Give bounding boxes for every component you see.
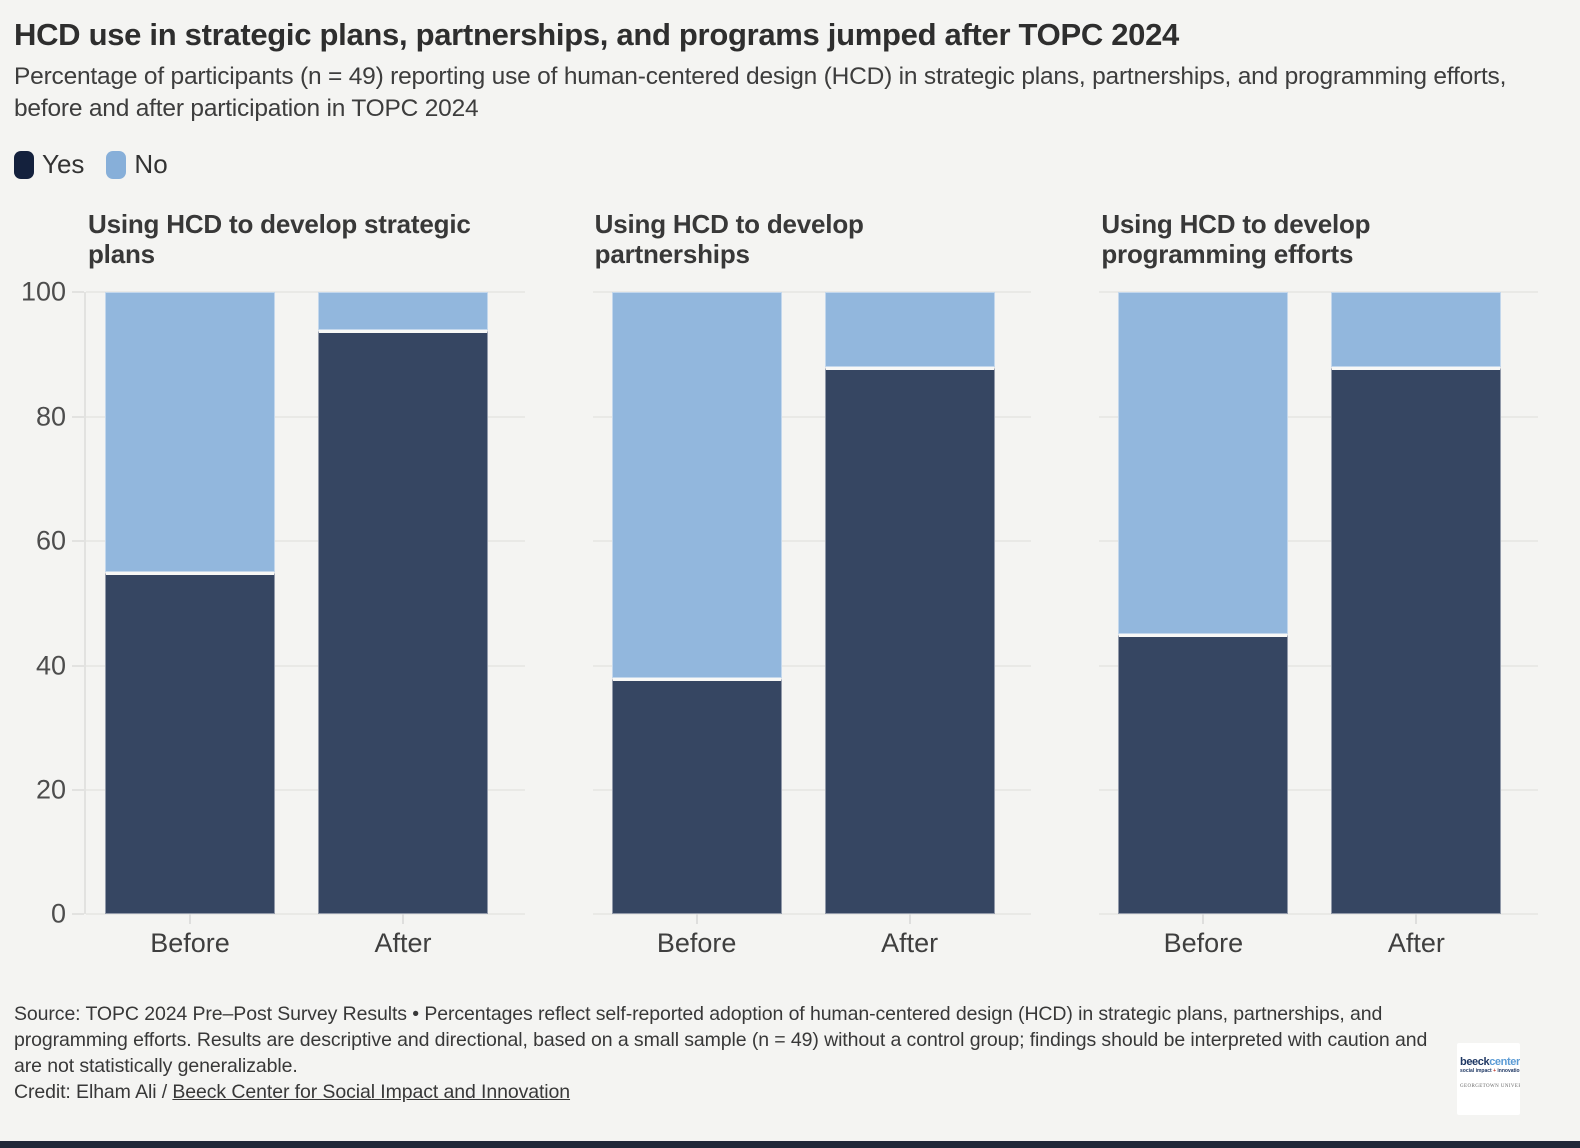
panel-plot — [1099, 291, 1539, 916]
gridline — [86, 540, 525, 543]
panel-title: Using HCD to develop partnerships — [594, 209, 864, 270]
y-axis: 0 20 40 60 80 100 — [14, 208, 86, 968]
gridline — [86, 913, 525, 916]
gridline — [592, 788, 1032, 791]
x-tick-mark — [908, 914, 911, 925]
stacked-bar-before — [611, 292, 782, 915]
stacked-bar-after — [318, 292, 488, 915]
credit-line: Credit: Elham Ali / Beeck Center for Soc… — [14, 1080, 1459, 1106]
source-note: Source: TOPC 2024 Pre–Post Survey Result… — [14, 1003, 1428, 1078]
chart-card: HCD use in strategic plans, partnerships… — [14, 17, 1539, 1106]
chart-area: 0 20 40 60 80 100 Using HCD to develop strate… — [14, 208, 1539, 968]
footer: Source: TOPC 2024 Pre–Post Survey Result… — [14, 1002, 1459, 1106]
y-tick-label: 80 — [35, 401, 66, 432]
gridline — [86, 664, 525, 667]
credit-prefix: Credit: Elham Ali / — [14, 1081, 173, 1104]
gridline — [1099, 664, 1539, 667]
y-tick-label: 60 — [35, 525, 66, 556]
bar-segment-yes — [611, 678, 782, 915]
bar-segment-yes — [1331, 367, 1502, 915]
y-tick-mark — [72, 291, 84, 294]
legend-label: Yes — [42, 149, 85, 180]
gridline — [592, 291, 1032, 294]
stacked-bar-after — [824, 292, 995, 915]
panel-plot — [592, 291, 1032, 916]
credit-link[interactable]: Beeck Center for Social Impact and Innov… — [172, 1081, 571, 1104]
stacked-bar-before — [1118, 292, 1289, 915]
x-tick-label: Before — [1118, 914, 1288, 968]
bar-segment-yes — [318, 329, 488, 915]
x-tick-mark — [1415, 914, 1418, 925]
bar-group — [593, 292, 1032, 915]
gridline — [1099, 540, 1539, 543]
x-tick-mark — [402, 914, 404, 925]
legend: Yes No — [14, 149, 1538, 180]
legend-swatch — [14, 150, 34, 179]
y-tick-mark — [72, 913, 84, 916]
legend-item-yes: Yes — [14, 149, 84, 180]
y-axis-line: 0 20 40 60 80 100 — [14, 278, 86, 927]
bar-group — [86, 292, 525, 915]
gridline — [86, 291, 525, 294]
stacked-bar-before — [105, 292, 275, 915]
legend-label: No — [134, 149, 168, 180]
panel-plot — [86, 291, 525, 916]
x-tick-label: After — [318, 914, 488, 968]
bottom-border — [0, 1141, 1580, 1148]
y-tick-mark — [72, 788, 84, 791]
y-tick-label: 0 — [50, 898, 66, 929]
chart-panel: Using HCD to develop programming efforts… — [1099, 208, 1539, 968]
panel-title: Using HCD to develop strategic plans — [88, 209, 471, 270]
bar-segment-yes — [1118, 634, 1289, 915]
gridline — [1099, 913, 1539, 916]
chart-panel: Using HCD to develop strategic plans Befo… — [86, 208, 525, 968]
bar-segment-no — [611, 292, 782, 678]
gridline — [86, 788, 525, 791]
y-tick-mark — [72, 664, 84, 667]
x-axis: Before After — [593, 914, 1032, 968]
logo-tagline: social impact + innovation — [1460, 1068, 1520, 1074]
bar-segment-no — [105, 292, 275, 573]
gridline — [592, 664, 1032, 667]
gridline — [592, 913, 1032, 916]
y-tick-label: 20 — [35, 774, 66, 805]
beeck-center-logo: beeckcenter social impact + innovation G… — [1457, 1043, 1520, 1115]
chart-subtitle: Percentage of participants (n = 49) repo… — [14, 63, 1507, 122]
x-axis: Before After — [1099, 914, 1538, 968]
gridline — [592, 540, 1032, 543]
legend-item-no: No — [106, 149, 168, 180]
gridline — [592, 415, 1032, 418]
bar-segment-yes — [105, 572, 275, 915]
gridline — [1099, 415, 1539, 418]
x-tick-mark — [1202, 914, 1205, 925]
logo-institution: GEORGETOWN UNIVERSITY — [1460, 1084, 1520, 1089]
gridline — [86, 415, 525, 418]
legend-swatch — [106, 150, 127, 179]
gridline — [1099, 788, 1539, 791]
x-tick-label: After — [825, 914, 995, 968]
bar-segment-yes — [824, 367, 995, 915]
x-tick-label: Before — [612, 914, 782, 968]
gridline — [1099, 291, 1539, 294]
y-tick-mark — [72, 540, 84, 543]
bar-group — [1099, 292, 1538, 915]
bar-segment-no — [824, 292, 995, 367]
chart-title: HCD use in strategic plans, partnerships… — [14, 17, 1179, 52]
y-tick-mark — [72, 415, 84, 418]
y-tick-label: 40 — [35, 650, 66, 681]
x-tick-mark — [695, 914, 698, 925]
x-tick-label: Before — [105, 914, 275, 968]
bar-segment-no — [318, 292, 488, 330]
logo-wordmark: beeckcenter — [1460, 1056, 1520, 1068]
plus-icon: + — [1493, 1068, 1496, 1074]
y-tick-label: 100 — [20, 276, 66, 307]
x-tick-mark — [189, 914, 191, 925]
bar-segment-no — [1331, 292, 1502, 367]
x-tick-label: After — [1331, 914, 1501, 968]
chart-panel: Using HCD to develop partnerships Before A… — [592, 208, 1032, 968]
panel-title: Using HCD to develop programming efforts — [1101, 209, 1371, 270]
stacked-bar-after — [1331, 292, 1502, 915]
bar-segment-no — [1118, 292, 1289, 635]
x-axis: Before After — [86, 914, 525, 968]
